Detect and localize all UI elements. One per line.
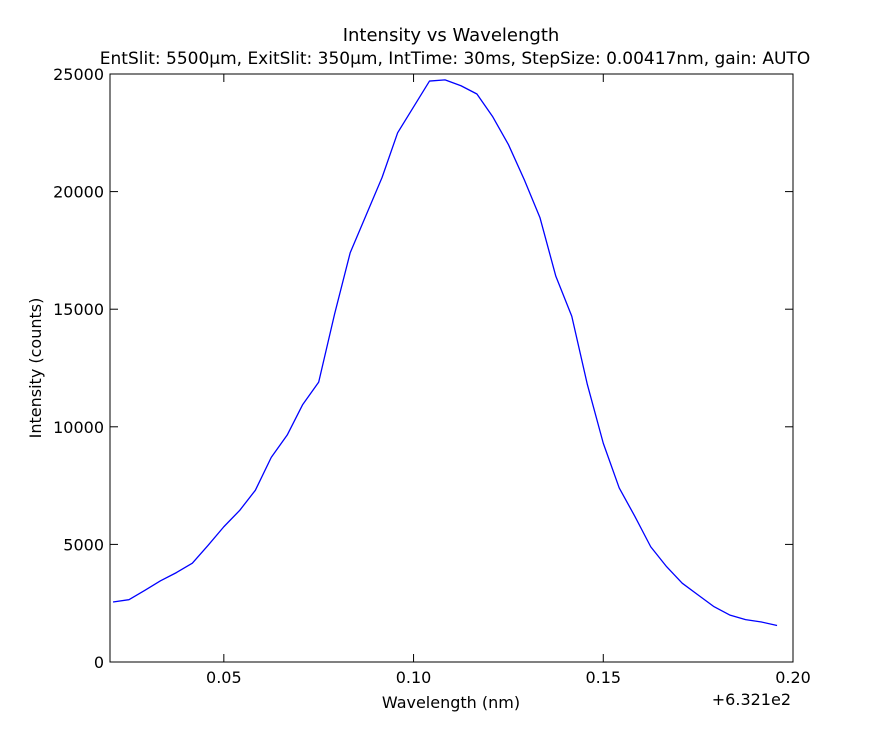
- series-line: [112, 79, 778, 627]
- x-tick-label: 0.15: [585, 668, 621, 687]
- series-group: [112, 79, 778, 627]
- y-tick-label: 15000: [53, 300, 104, 319]
- y-axis-label: Intensity (counts): [26, 298, 45, 439]
- x-axis-offset-label: +6.321e2: [712, 690, 791, 709]
- y-tick-label: 10000: [53, 418, 104, 437]
- plot-frame: [109, 73, 794, 663]
- tick-labels: 0.05 0.10 0.15 0.20 0 5000 10000 15000 20000 2500…: [53, 65, 811, 687]
- y-tick-label: 25000: [53, 65, 104, 84]
- y-tick-label: 0: [94, 653, 104, 672]
- x-axis-label: Wavelength (nm): [382, 693, 520, 712]
- plot-area: [109, 73, 794, 663]
- x-tick-label: 0.20: [775, 668, 811, 687]
- chart-subtitle: EntSlit: 5500μm, ExitSlit: 350μm, IntTim…: [100, 49, 810, 69]
- x-tick-label: 0.10: [396, 668, 432, 687]
- x-tick-label: 0.05: [206, 668, 242, 687]
- chart-title: Intensity vs Wavelength: [343, 25, 560, 46]
- y-tick-label: 5000: [63, 535, 104, 554]
- y-tick-label: 20000: [53, 183, 104, 202]
